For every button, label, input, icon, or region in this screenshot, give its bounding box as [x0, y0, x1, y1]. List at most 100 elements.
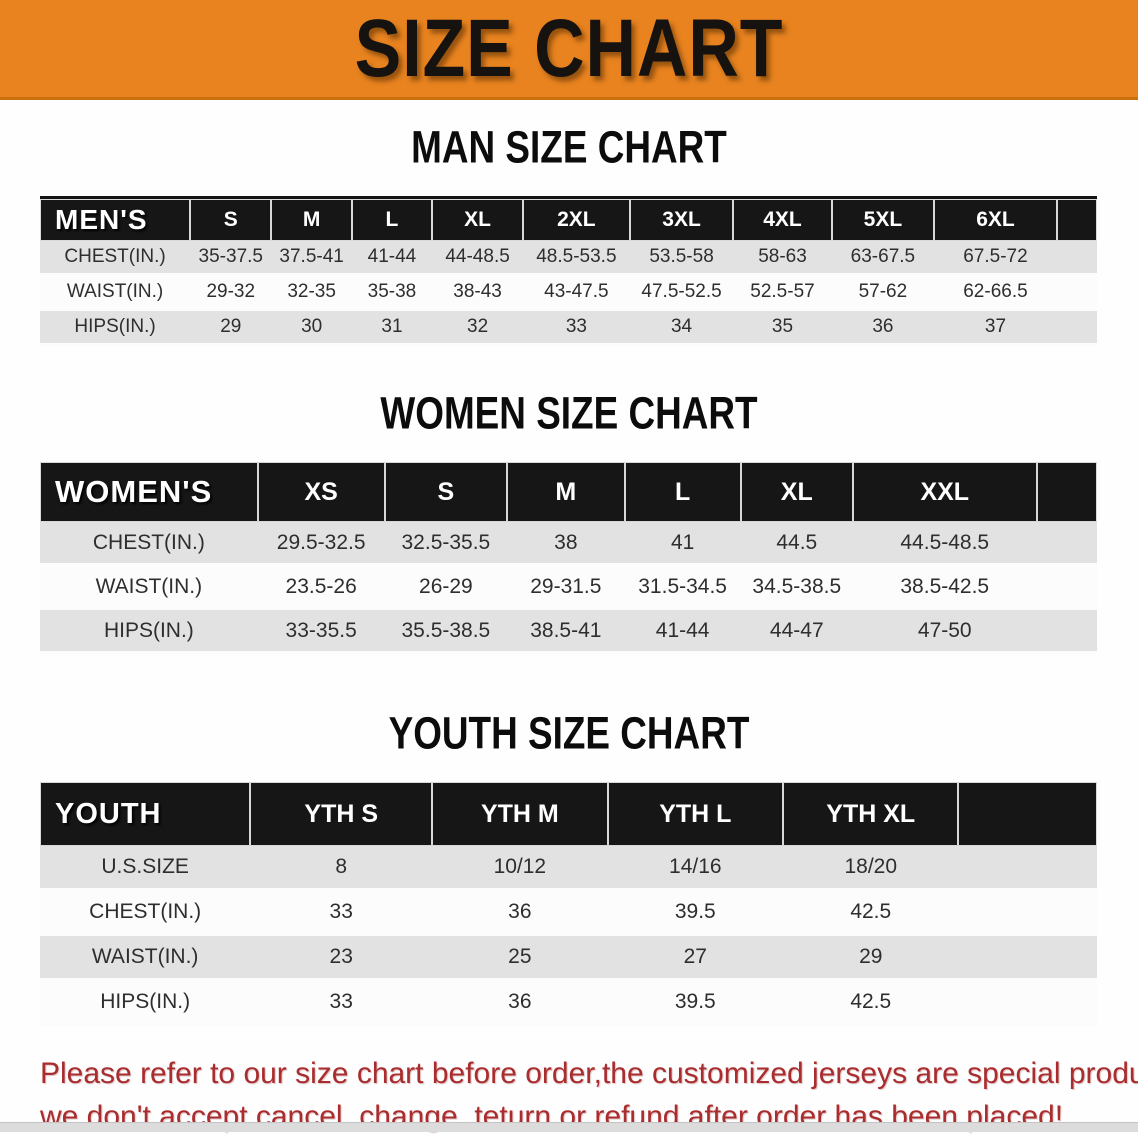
size-value-cell: 33	[250, 889, 433, 935]
size-value-cell: 33	[523, 309, 630, 345]
page-title: SIZE CHART	[354, 2, 784, 94]
size-value-cell: 39.5	[607, 979, 784, 1025]
size-value-cell: 53.5-58	[629, 241, 734, 275]
filler-cell	[1056, 309, 1097, 345]
filler-cell	[1036, 522, 1097, 565]
table-row: HIPS(IN.) 29 30 31 32 33 34 35 36 37	[40, 309, 1097, 345]
size-value-cell: 41-44	[624, 608, 741, 653]
women-size-table: WOMEN'S XS S M L XL XXL CHEST(IN.) 29.5-32.5 32.5…	[40, 462, 1097, 654]
size-value-cell: 62-66.5	[934, 274, 1057, 310]
size-value-cell: 41-44	[351, 241, 433, 275]
row-label-cell: HIPS(IN.)	[40, 979, 251, 1025]
size-value-cell: 25	[432, 934, 608, 980]
size-value-cell: 58-63	[733, 241, 832, 275]
table-row: WAIST(IN.) 23.5-26 26-29 29-31.5 31.5-34.5 34…	[40, 564, 1097, 609]
size-value-cell: 42.5	[783, 889, 959, 935]
size-value-cell: 31.5-34.5	[624, 564, 741, 609]
men-section-heading: MAN SIZE CHART	[411, 121, 727, 173]
filler-cell	[958, 934, 1097, 980]
size-value-cell: 47-50	[852, 608, 1037, 653]
row-label-cell: WAIST(IN.)	[40, 274, 191, 310]
header-row: WOMEN'S XS S M L XL XXL	[40, 462, 1097, 522]
size-value-cell: 38	[507, 522, 625, 565]
size-column-header: L	[351, 197, 433, 241]
size-value-cell: 27	[607, 934, 784, 980]
row-label-cell: CHEST(IN.)	[40, 889, 251, 935]
filler-cell	[1036, 462, 1097, 522]
size-column-header: XS	[257, 462, 385, 522]
size-column-header: L	[624, 462, 741, 522]
size-column-header: XL	[432, 197, 524, 241]
table-row: WAIST(IN.) 29-32 32-35 35-38 38-43 43-47.5 47.…	[40, 274, 1097, 310]
size-value-cell: 32	[432, 309, 524, 345]
size-value-cell: 41	[624, 522, 741, 565]
row-label-cell: HIPS(IN.)	[40, 309, 191, 345]
size-value-cell: 44.5	[740, 522, 853, 565]
size-column-header: YTH XL	[783, 782, 959, 846]
size-column-header: 3XL	[629, 197, 734, 241]
size-value-cell: 33-35.5	[257, 608, 385, 653]
filler-cell	[1036, 608, 1097, 653]
disclaimer-line-1: Please refer to our size chart before or…	[40, 1057, 1138, 1090]
filler-cell	[1036, 564, 1097, 609]
size-value-cell: 34.5-38.5	[740, 564, 853, 609]
filler-cell	[958, 979, 1097, 1025]
size-value-cell: 34	[629, 309, 734, 345]
size-value-cell: 29-31.5	[507, 564, 625, 609]
size-value-cell: 42.5	[783, 979, 959, 1025]
filler-cell	[1056, 197, 1097, 241]
table-corner-label: YOUTH	[40, 782, 251, 846]
header-row: MEN'S S M L XL 2XL 3XL 4XL 5XL 6XL	[40, 197, 1097, 241]
size-value-cell: 23	[250, 934, 433, 980]
size-column-header: XXL	[852, 462, 1037, 522]
size-value-cell: 36	[831, 309, 935, 345]
size-value-cell: 35	[733, 309, 832, 345]
table-row: WAIST(IN.) 23 25 27 29	[40, 934, 1097, 980]
filler-cell	[958, 846, 1097, 890]
size-column-header: 6XL	[934, 197, 1057, 241]
men-size-table: MEN'S S M L XL 2XL 3XL 4XL 5XL 6XL CHEST(IN.) 35-37…	[40, 196, 1097, 346]
size-value-cell: 44.5-48.5	[852, 522, 1037, 565]
table-corner-label: WOMEN'S	[40, 462, 258, 522]
table-row: U.S.SIZE 8 10/12 14/16 18/20	[40, 846, 1097, 890]
youth-section: YOUTH SIZE CHART YOUTH YTH S YTH M YTH L YTH…	[0, 707, 1138, 1026]
size-value-cell: 18/20	[783, 846, 959, 890]
row-label-cell: CHEST(IN.)	[40, 241, 191, 275]
youth-section-heading: YOUTH SIZE CHART	[388, 707, 750, 759]
row-label-cell: U.S.SIZE	[40, 846, 251, 890]
size-value-cell: 38.5-41	[507, 608, 625, 653]
banner: SIZE CHART	[0, 0, 1138, 100]
size-column-header: 2XL	[523, 197, 630, 241]
size-value-cell: 38.5-42.5	[852, 564, 1037, 609]
row-label-cell: WAIST(IN.)	[40, 564, 258, 609]
size-value-cell: 38-43	[432, 274, 524, 310]
size-value-cell: 32.5-35.5	[384, 522, 508, 565]
table-row: HIPS(IN.) 33-35.5 35.5-38.5 38.5-41 41-44 44-…	[40, 608, 1097, 653]
size-value-cell: 29-32	[190, 274, 272, 310]
table-row: CHEST(IN.) 35-37.5 37.5-41 41-44 44-48.5 48.5…	[40, 241, 1097, 275]
disclaimer: Please refer to our size chart before or…	[40, 1052, 1138, 1138]
size-value-cell: 35-38	[351, 274, 433, 310]
size-value-cell: 31	[351, 309, 433, 345]
size-value-cell: 37.5-41	[271, 241, 352, 275]
size-value-cell: 63-67.5	[831, 241, 935, 275]
size-value-cell: 14/16	[607, 846, 784, 890]
men-section: MAN SIZE CHART MEN'S S M L XL 2XL 3XL 4XL 5XL 6XL…	[0, 121, 1138, 346]
size-column-header: M	[271, 197, 352, 241]
bottom-strip	[0, 1122, 1138, 1132]
row-label-cell: CHEST(IN.)	[40, 522, 258, 565]
size-column-header: 4XL	[733, 197, 832, 241]
filler-cell	[958, 782, 1097, 846]
size-value-cell: 37	[934, 309, 1057, 345]
size-value-cell: 8	[250, 846, 433, 890]
size-column-header: 5XL	[831, 197, 935, 241]
size-value-cell: 44-47	[740, 608, 853, 653]
filler-cell	[958, 889, 1097, 935]
filler-cell	[1056, 274, 1097, 310]
size-column-header: S	[190, 197, 272, 241]
size-value-cell: 36	[432, 979, 608, 1025]
size-column-header: M	[507, 462, 625, 522]
size-value-cell: 29.5-32.5	[257, 522, 385, 565]
size-value-cell: 57-62	[831, 274, 935, 310]
size-column-header: S	[384, 462, 508, 522]
